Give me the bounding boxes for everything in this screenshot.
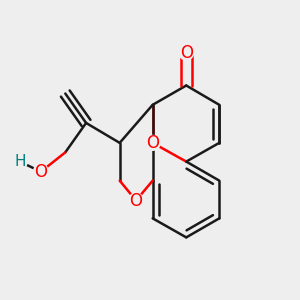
Circle shape [179, 45, 194, 60]
Circle shape [12, 154, 27, 169]
Text: H: H [14, 154, 26, 169]
Circle shape [129, 193, 143, 208]
Circle shape [34, 164, 48, 179]
Text: O: O [130, 191, 142, 209]
Text: O: O [146, 134, 159, 152]
Circle shape [145, 135, 160, 150]
Text: O: O [180, 44, 193, 62]
Text: O: O [34, 163, 47, 181]
